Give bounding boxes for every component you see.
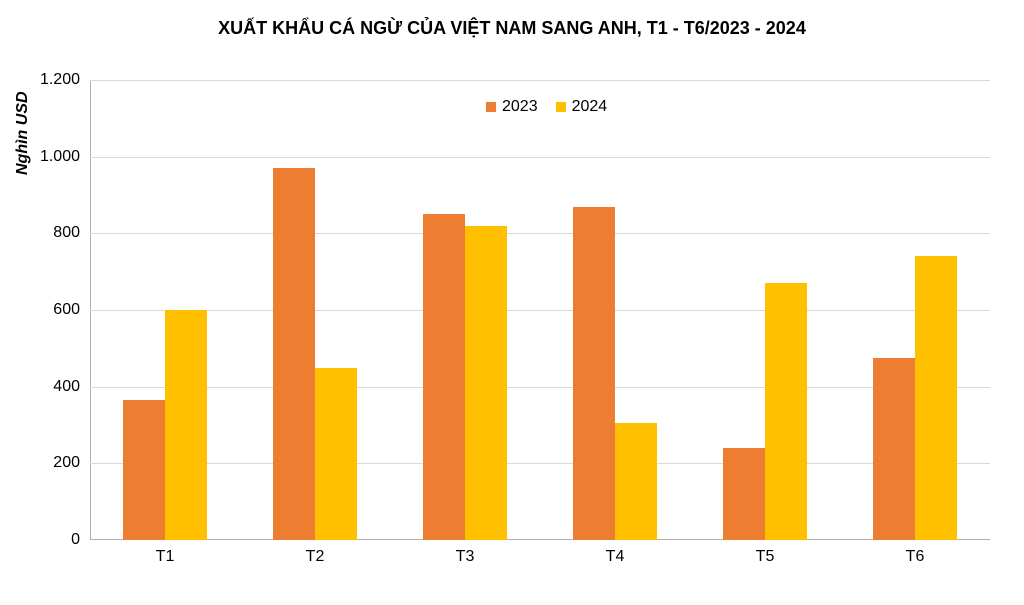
legend-swatch (486, 102, 496, 112)
legend-label: 2024 (572, 98, 608, 116)
bar (123, 400, 165, 540)
y-axis-label: Nghìn USD (14, 91, 32, 175)
bar (273, 168, 315, 540)
bar (723, 448, 765, 540)
ytick-label: 800 (53, 224, 80, 242)
xtick-label: T1 (156, 548, 175, 566)
bar (423, 214, 465, 540)
plot-area: 20232024 02004006008001.0001.200T1T2T3T4… (90, 80, 990, 540)
xtick-label: T3 (456, 548, 475, 566)
xtick-label: T4 (606, 548, 625, 566)
ytick-label: 200 (53, 454, 80, 472)
bar (615, 423, 657, 540)
ytick-label: 0 (71, 531, 80, 549)
bar (915, 256, 957, 540)
grid-line (90, 387, 990, 388)
chart-container: XUẤT KHẨU CÁ NGỪ CỦA VIỆT NAM SANG ANH, … (0, 0, 1024, 605)
xtick-label: T5 (756, 548, 775, 566)
chart-title: XUẤT KHẨU CÁ NGỪ CỦA VIỆT NAM SANG ANH, … (0, 18, 1024, 39)
bar (873, 358, 915, 540)
bar (573, 207, 615, 541)
ytick-label: 1.000 (40, 148, 80, 166)
grid-line (90, 310, 990, 311)
x-axis (90, 539, 990, 540)
ytick-label: 600 (53, 301, 80, 319)
grid-line (90, 157, 990, 158)
legend-swatch (556, 102, 566, 112)
bar (165, 310, 207, 540)
grid-line (90, 233, 990, 234)
grid-line (90, 80, 990, 81)
grid-line (90, 463, 990, 464)
xtick-label: T2 (306, 548, 325, 566)
legend-item: 2023 (486, 98, 538, 116)
legend: 2023 2024 (486, 98, 607, 116)
legend-label: 2023 (502, 98, 538, 116)
ytick-label: 400 (53, 378, 80, 396)
bar (765, 283, 807, 540)
bar (315, 368, 357, 541)
legend-item: 2024 (556, 98, 608, 116)
bar (465, 226, 507, 540)
xtick-label: T6 (906, 548, 925, 566)
ytick-label: 1.200 (40, 71, 80, 89)
